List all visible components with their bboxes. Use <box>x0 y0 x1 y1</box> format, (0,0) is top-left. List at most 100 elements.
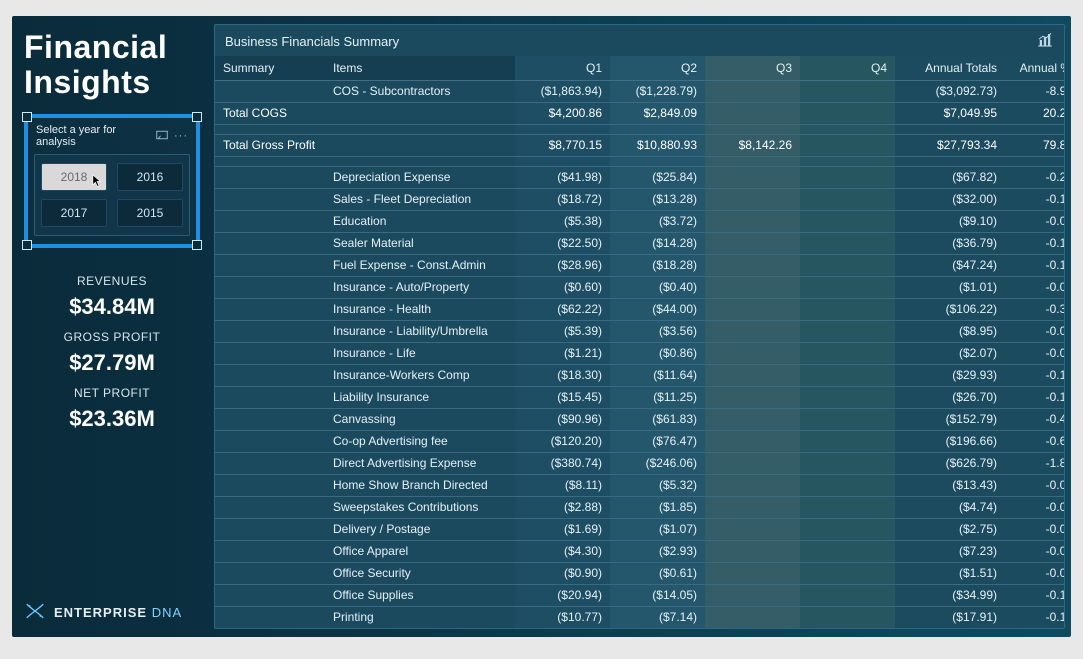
table-row[interactable]: Insurance - Health($62.22)($44.00)($106.… <box>215 299 1064 321</box>
table-row[interactable]: Delivery / Postage($1.69)($1.07)($2.75)-… <box>215 519 1064 541</box>
value-cell: ($26.70) <box>895 387 1005 409</box>
column-header[interactable]: Annual %s <box>1005 56 1064 81</box>
metric-value-2: $23.36M <box>24 406 200 432</box>
year-button-2017[interactable]: 2017 <box>41 199 107 227</box>
summary-cell <box>215 211 325 233</box>
value-cell: ($15.45) <box>515 387 610 409</box>
column-header[interactable]: Q1 <box>515 56 610 81</box>
value-cell <box>800 103 895 125</box>
value-cell <box>705 387 800 409</box>
table-row[interactable]: Fuel Expense - Const.Admin($28.96)($18.2… <box>215 255 1064 277</box>
summary-cell <box>215 541 325 563</box>
summary-cell <box>215 299 325 321</box>
table-row[interactable] <box>215 157 1064 167</box>
value-cell <box>800 497 895 519</box>
table-row[interactable]: Insurance - Liability/Umbrella($5.39)($3… <box>215 321 1064 343</box>
item-cell: Delivery / Postage <box>325 519 515 541</box>
brand-word-1: ENTERPRISE <box>54 605 147 620</box>
table-row[interactable]: Education($5.38)($3.72)($9.10)-0.0% <box>215 211 1064 233</box>
value-cell: ($41.98) <box>515 167 610 189</box>
value-cell: -0.1% <box>1005 233 1064 255</box>
column-header[interactable]: Summary <box>215 56 325 81</box>
table-row[interactable]: Total COGS$4,200.86$2,849.09$7,049.9520.… <box>215 103 1064 125</box>
value-cell: ($47.24) <box>895 255 1005 277</box>
table-scroll-region[interactable]: SummaryItemsQ1Q2Q3Q4Annual TotalsAnnual … <box>215 56 1064 628</box>
table-row[interactable]: Home Show Branch Directed($8.11)($5.32)(… <box>215 475 1064 497</box>
year-button-2015[interactable]: 2015 <box>117 199 183 227</box>
value-cell <box>800 189 895 211</box>
value-cell: ($76.47) <box>610 431 705 453</box>
table-row[interactable]: Sales - Fleet Depreciation($18.72)($13.2… <box>215 189 1064 211</box>
table-row[interactable]: Insurance - Auto/Property($0.60)($0.40)(… <box>215 277 1064 299</box>
value-cell <box>705 233 800 255</box>
value-cell: -0.0% <box>1005 475 1064 497</box>
table-row[interactable]: Total Gross Profit$8,770.15$10,880.93$8,… <box>215 135 1064 157</box>
year-button-2018[interactable]: 2018 <box>41 163 107 191</box>
column-header[interactable]: Items <box>325 56 515 81</box>
item-cell: Insurance - Auto/Property <box>325 277 515 299</box>
summary-cell <box>215 255 325 277</box>
table-row[interactable]: Insurance - Life($1.21)($0.86)($2.07)-0.… <box>215 343 1064 365</box>
table-row[interactable]: Printing($10.77)($7.14)($17.91)-0.1% <box>215 607 1064 629</box>
value-cell: -0.0% <box>1005 497 1064 519</box>
column-header[interactable]: Q2 <box>610 56 705 81</box>
item-cell: Office Apparel <box>325 541 515 563</box>
summary-cell <box>215 409 325 431</box>
value-cell <box>705 409 800 431</box>
value-cell: ($11.64) <box>610 365 705 387</box>
value-cell: $8,770.15 <box>515 135 610 157</box>
bar-chart-icon[interactable] <box>1036 31 1054 52</box>
table-row[interactable]: Co-op Advertising fee($120.20)($76.47)($… <box>215 431 1064 453</box>
value-cell <box>800 233 895 255</box>
financials-table: SummaryItemsQ1Q2Q3Q4Annual TotalsAnnual … <box>215 56 1064 628</box>
table-row[interactable]: Sealer Material($22.50)($14.28)($36.79)-… <box>215 233 1064 255</box>
value-cell: ($7.14) <box>610 607 705 629</box>
value-cell <box>800 409 895 431</box>
value-cell <box>705 541 800 563</box>
item-cell: Home Show Branch Directed <box>325 475 515 497</box>
dna-helix-icon <box>24 600 46 625</box>
table-row[interactable]: Depreciation Expense($41.98)($25.84)($67… <box>215 167 1064 189</box>
summary-cell <box>215 189 325 211</box>
table-row[interactable]: Insurance-Workers Comp($18.30)($11.64)($… <box>215 365 1064 387</box>
summary-cell <box>215 475 325 497</box>
summary-cell <box>215 607 325 629</box>
year-button-2016[interactable]: 2016 <box>117 163 183 191</box>
more-options-icon[interactable]: ··· <box>174 130 188 142</box>
value-cell <box>705 453 800 475</box>
slicer-header-icons[interactable]: ··· <box>156 129 188 144</box>
value-cell <box>800 299 895 321</box>
value-cell: ($67.82) <box>895 167 1005 189</box>
value-cell <box>800 563 895 585</box>
table-row[interactable]: Office Security($0.90)($0.61)($1.51)-0.0… <box>215 563 1064 585</box>
table-row[interactable]: Direct Advertising Expense($380.74)($246… <box>215 453 1064 475</box>
value-cell <box>705 211 800 233</box>
value-cell <box>800 135 895 157</box>
item-cell: Co-op Advertising fee <box>325 431 515 453</box>
table-row[interactable]: Sweepstakes Contributions($2.88)($1.85)(… <box>215 497 1064 519</box>
value-cell: ($14.28) <box>610 233 705 255</box>
table-row[interactable]: COS - Subcontractors($1,863.94)($1,228.7… <box>215 81 1064 103</box>
column-header[interactable]: Q3 <box>705 56 800 81</box>
column-header[interactable]: Q4 <box>800 56 895 81</box>
value-cell: ($22.50) <box>515 233 610 255</box>
summary-cell <box>215 81 325 103</box>
year-slicer[interactable]: Select a year for analysis ··· 201820162… <box>24 114 200 248</box>
value-cell: -1.8% <box>1005 453 1064 475</box>
metric-label-1: GROSS PROFIT <box>24 330 200 344</box>
value-cell: ($17.91) <box>895 607 1005 629</box>
table-row[interactable]: Liability Insurance($15.45)($11.25)($26.… <box>215 387 1064 409</box>
value-cell <box>705 103 800 125</box>
value-cell: ($4.30) <box>515 541 610 563</box>
value-cell: ($1,228.79) <box>610 81 705 103</box>
value-cell: ($5.32) <box>610 475 705 497</box>
item-cell <box>325 135 515 157</box>
table-row[interactable] <box>215 125 1064 135</box>
table-row[interactable]: Office Apparel($4.30)($2.93)($7.23)-0.0% <box>215 541 1064 563</box>
table-row[interactable]: Canvassing($90.96)($61.83)($152.79)-0.4% <box>215 409 1064 431</box>
table-row[interactable]: Office Supplies($20.94)($14.05)($34.99)-… <box>215 585 1064 607</box>
focus-mode-icon[interactable] <box>156 129 168 144</box>
column-header[interactable]: Annual Totals <box>895 56 1005 81</box>
value-cell <box>705 189 800 211</box>
value-cell: ($0.90) <box>515 563 610 585</box>
